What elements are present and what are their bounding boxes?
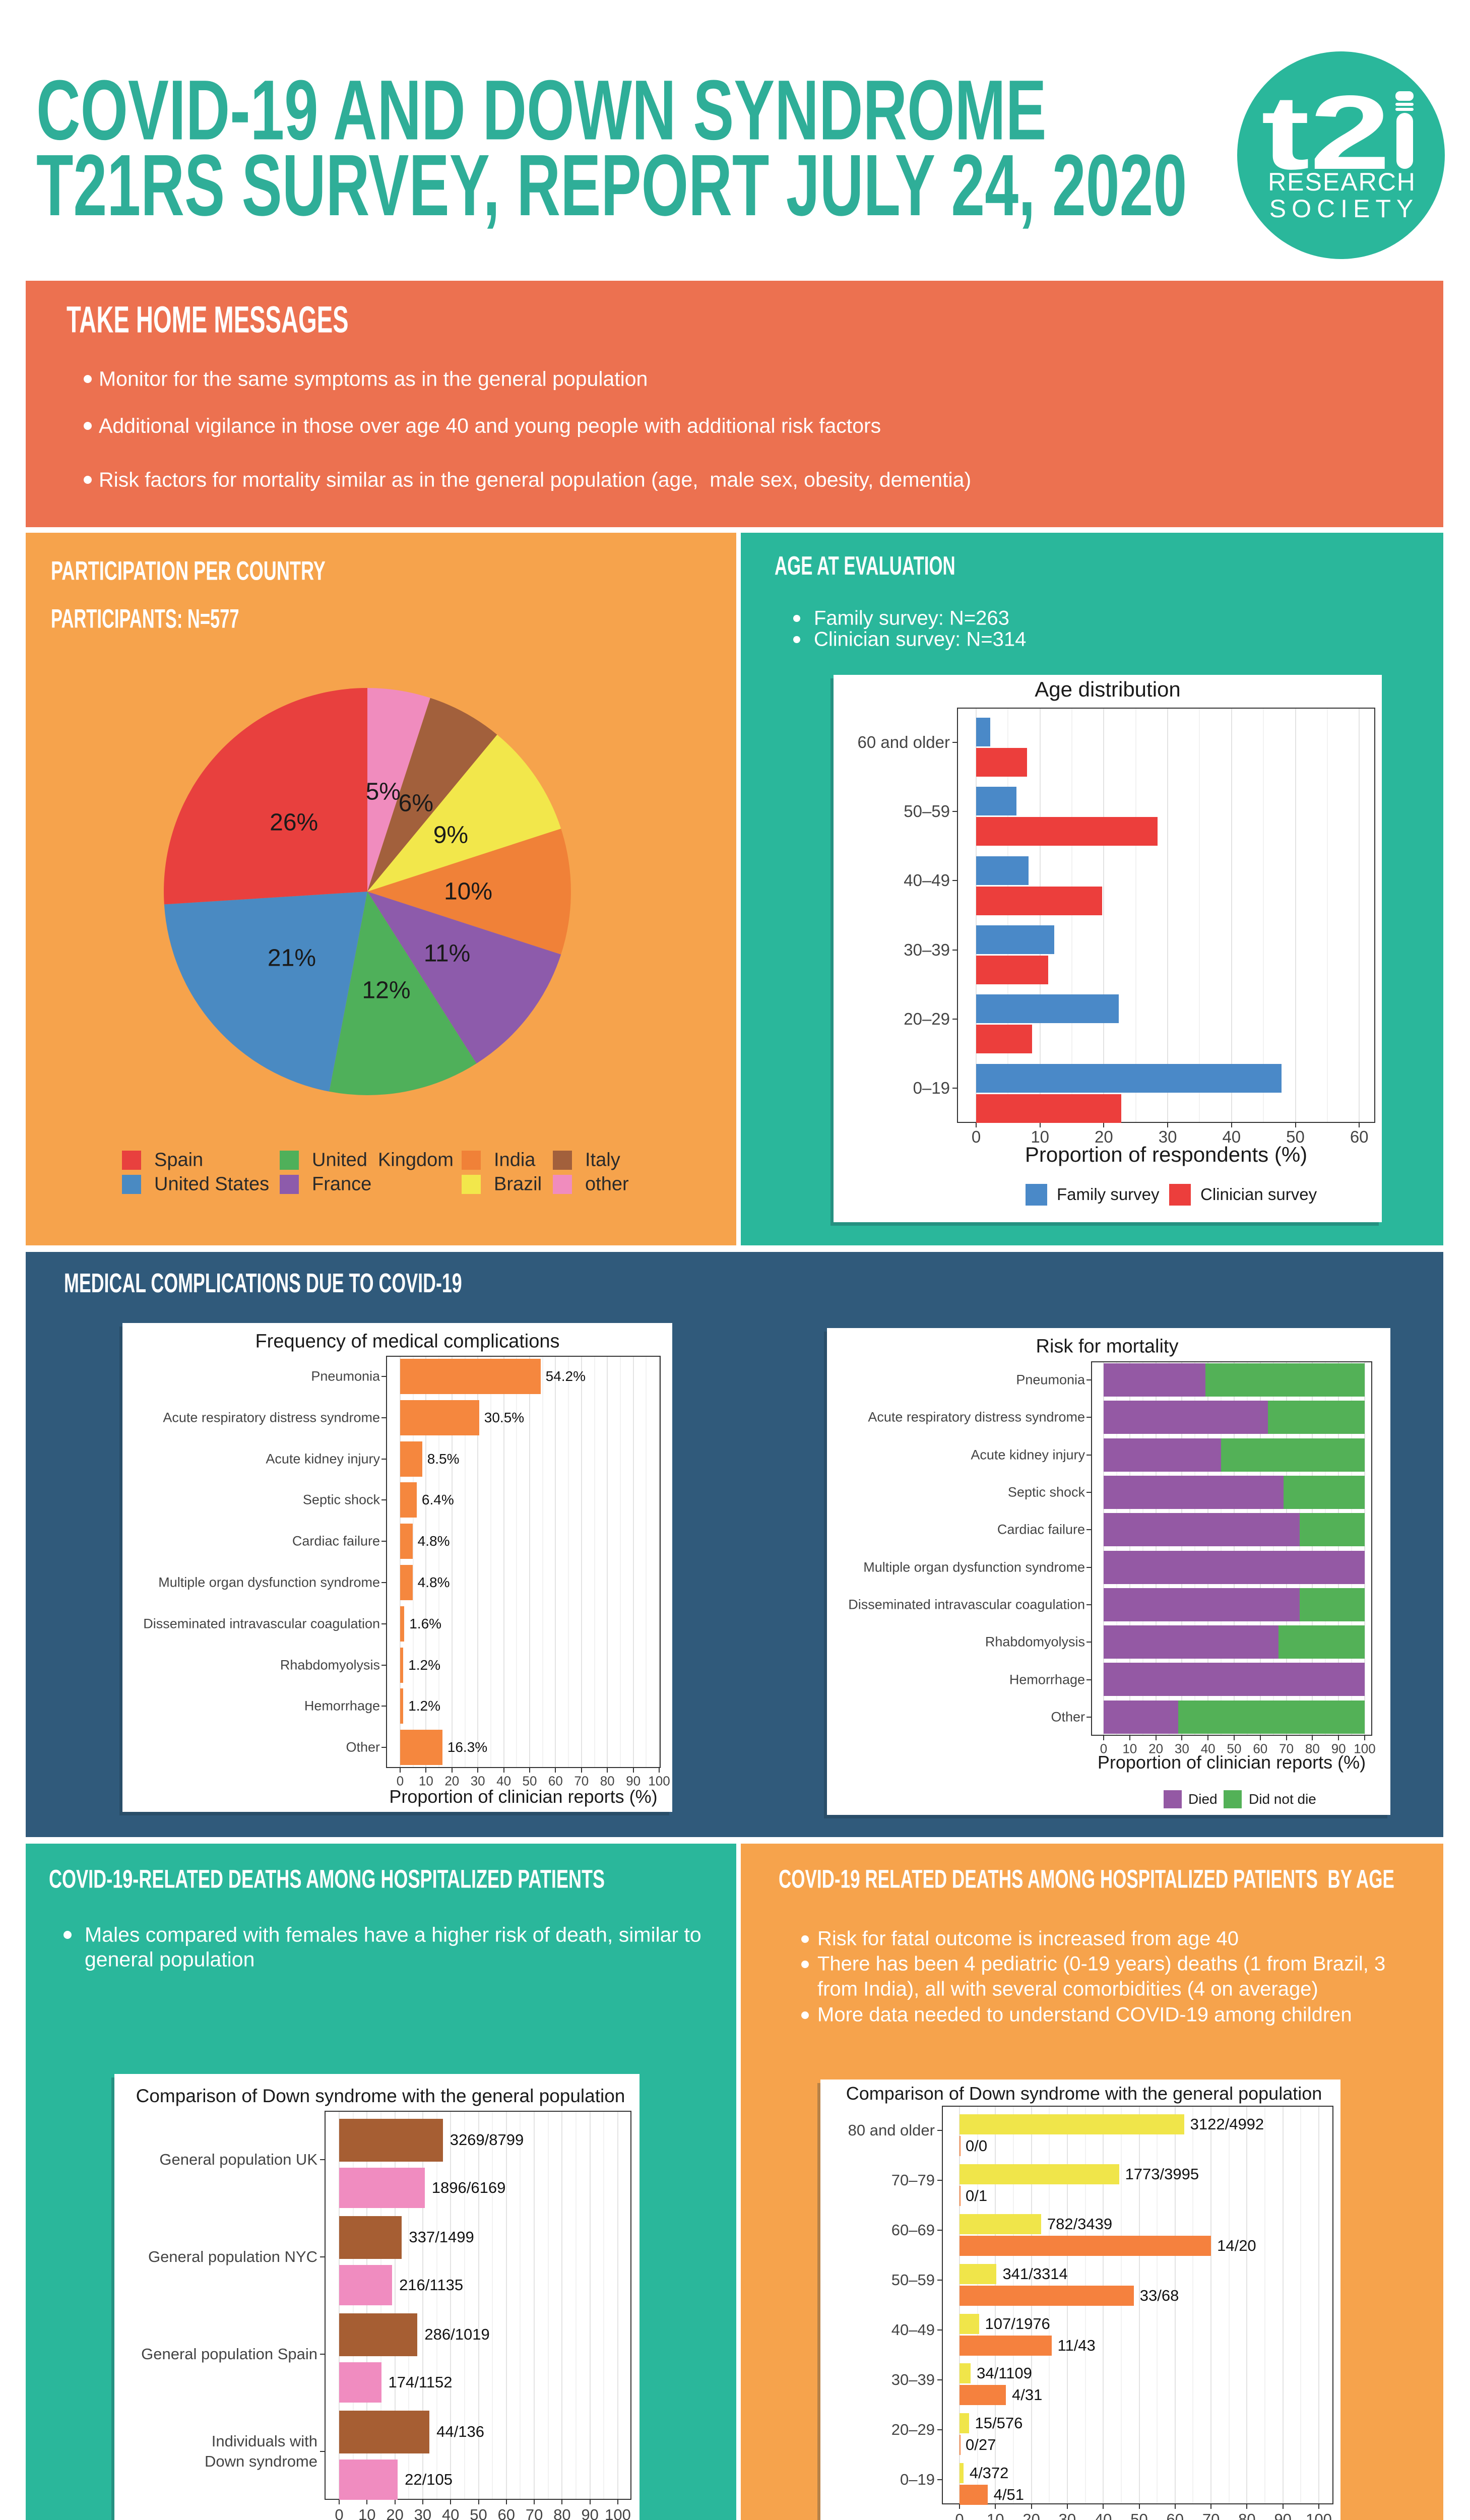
svg-text:SOCIETY: SOCIETY — [1269, 195, 1419, 223]
svg-text:RESEARCH: RESEARCH — [1268, 168, 1416, 196]
svg-text:t2: t2 — [1261, 74, 1390, 192]
